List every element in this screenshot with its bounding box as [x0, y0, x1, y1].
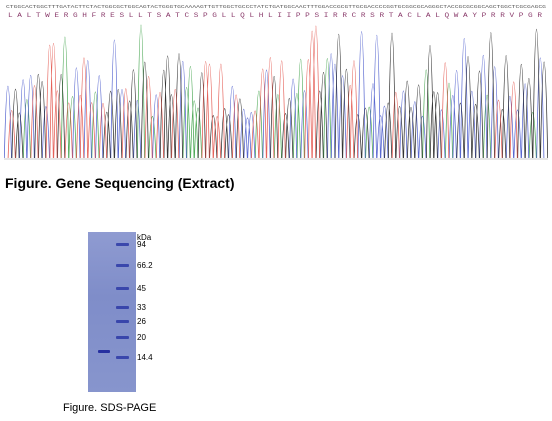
marker-label: 33 — [137, 303, 146, 313]
amino-acid-sequence: L A L T W E R G H F R E S L L T S A T C … — [8, 12, 543, 19]
marker-band — [116, 306, 129, 310]
sds-page-figure-caption: Figure. SDS-PAGE — [63, 402, 157, 414]
kda-unit-label: kDa — [137, 233, 152, 242]
marker-label: 20 — [137, 333, 146, 343]
trace-t — [7, 25, 518, 159]
marker-label: 94 — [137, 240, 146, 249]
gel-background — [88, 232, 136, 392]
chromatogram-plot: CTGGCACTGGCTTTGATACTTCTACTGGCGCTGGCAGTAC… — [4, 6, 548, 160]
marker-label: 14.4 — [137, 353, 153, 362]
marker-band — [116, 243, 129, 246]
marker-band — [116, 320, 129, 324]
sequencing-figure-caption: Figure. Gene Sequencing (Extract) — [5, 175, 235, 191]
marker-band — [116, 356, 129, 359]
marker-band — [116, 287, 129, 291]
sequencing-chromatogram: CTGGCACTGGCTTTGATACTTCTACTGGCGCTGGCAGTAC… — [4, 0, 548, 162]
marker-label: 45 — [137, 284, 146, 294]
sample-protein-band — [98, 349, 110, 353]
base-call-sequence: CTGGCACTGGCTTTGATACTTCTACTGGCGCTGGCAGTAC… — [6, 6, 547, 10]
marker-band — [116, 336, 129, 340]
marker-band — [116, 264, 129, 268]
marker-label: 66.2 — [137, 261, 153, 271]
trace-c — [4, 31, 545, 159]
sds-page-gel: kDa 94 66.2 45 33 26 20 14.4 — [88, 232, 173, 392]
trace-a — [22, 24, 537, 159]
trace-g — [11, 29, 548, 159]
marker-label: 26 — [137, 317, 146, 327]
